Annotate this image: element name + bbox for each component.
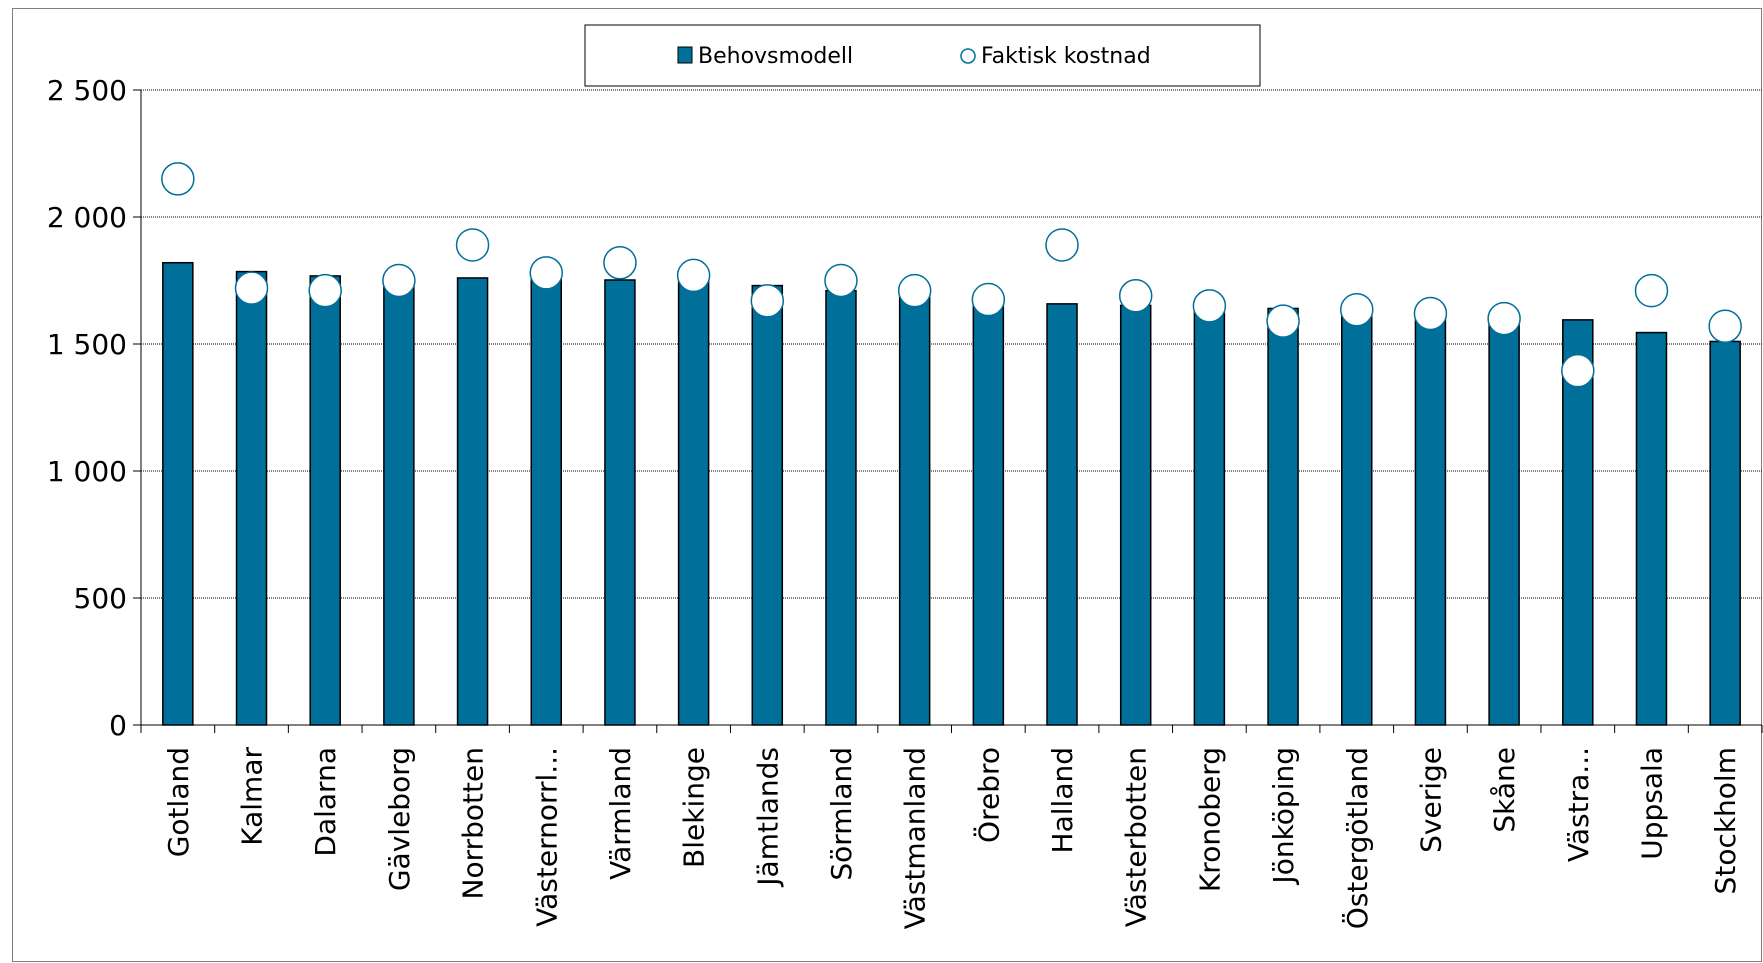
y-tick-label: 2 000 — [47, 201, 127, 234]
marker-faktisk-kostnad — [1118, 278, 1153, 313]
legend-bar-swatch — [677, 46, 693, 64]
marker-faktisk-kostnad — [161, 162, 195, 196]
x-category-label: Kalmar — [236, 747, 269, 846]
bar-behovsmodell — [1341, 311, 1373, 726]
marker-faktisk-kostnad — [1266, 304, 1300, 338]
bar-behovsmodell — [383, 276, 415, 726]
x-category-label: Örebro — [971, 747, 1005, 843]
x-category-label: Västmanland — [899, 747, 932, 929]
x-category-label: Dalarna — [309, 747, 342, 857]
legend-box — [584, 24, 1261, 87]
x-category-label: Västra... — [1562, 747, 1595, 862]
bar-behovsmodell — [972, 298, 1005, 726]
marker-faktisk-kostnad — [603, 245, 637, 280]
marker-faktisk-kostnad — [971, 282, 1006, 317]
bar-behovsmodell — [1193, 306, 1226, 726]
y-tick-label: 1 000 — [47, 455, 127, 488]
x-category-label: Värmland — [604, 747, 637, 880]
x-category-label: Kronoberg — [1193, 747, 1226, 892]
marker-faktisk-kostnad — [1634, 273, 1669, 308]
bar-behovsmodell — [530, 278, 562, 726]
marker-faktisk-kostnad — [676, 258, 711, 293]
marker-faktisk-kostnad — [529, 256, 563, 290]
bar-behovsmodell — [1267, 307, 1299, 726]
y-tick-label: 1 500 — [47, 328, 127, 361]
x-category-label: Jämtlands — [751, 747, 784, 888]
y-tick-label: 500 — [74, 582, 127, 615]
y-tick-label: 2 500 — [47, 74, 127, 107]
marker-faktisk-kostnad — [1413, 296, 1448, 331]
chart-frame — [12, 8, 1762, 962]
markers — [161, 162, 1742, 388]
x-category-label: Östergötland — [1340, 747, 1374, 929]
marker-faktisk-kostnad — [234, 271, 269, 305]
legend: Behovsmodell Faktisk kostnad — [584, 24, 1261, 87]
bar-behovsmodell — [1635, 331, 1668, 726]
legend-label-faktisk-kostnad: Faktisk kostnad — [981, 44, 1151, 69]
legend-marker-swatch — [960, 48, 976, 64]
bar-behovsmodell — [235, 270, 268, 726]
bar-behovsmodell — [677, 280, 710, 726]
bar-behovsmodell — [1119, 304, 1152, 726]
y-tick-label: 0 — [109, 709, 127, 742]
marker-faktisk-kostnad — [897, 273, 932, 308]
x-category-label: Stockholm — [1709, 747, 1742, 894]
marker-faktisk-kostnad — [1045, 228, 1079, 262]
x-category-label: Västerbotten — [1120, 747, 1153, 927]
marker-faktisk-kostnad — [308, 273, 342, 308]
marker-faktisk-kostnad — [382, 263, 416, 298]
bar-behovsmodell — [456, 277, 489, 726]
bar-behovsmodell — [162, 261, 194, 726]
bar-behovsmodell — [898, 294, 931, 726]
x-category-label: Skåne — [1488, 747, 1521, 833]
marker-faktisk-kostnad — [1487, 301, 1521, 336]
x-category-label: Sverige — [1414, 747, 1447, 853]
bar-behovsmodell — [1414, 314, 1447, 726]
x-category-label: Jönköping — [1267, 747, 1300, 886]
bar-behovsmodell — [1488, 316, 1520, 726]
marker-faktisk-kostnad — [1708, 309, 1742, 343]
x-category-label: Blekinge — [678, 747, 711, 868]
axes — [140, 90, 1763, 733]
bar-behovsmodell — [825, 289, 857, 726]
x-category-label: Halland — [1046, 747, 1079, 853]
marker-faktisk-kostnad — [750, 284, 785, 318]
legend-label-behovsmodell: Behovsmodell — [698, 44, 853, 69]
marker-faktisk-kostnad — [824, 263, 858, 298]
bar-behovsmodell — [1046, 303, 1078, 726]
bar-behovsmodell — [751, 284, 784, 726]
marker-faktisk-kostnad — [455, 228, 490, 262]
marker-faktisk-kostnad — [1561, 353, 1595, 388]
x-category-label: Norrbotten — [457, 747, 490, 899]
x-axis-labels: Gotland Kalmar Dalarna Gävleborg Norrbotten V… — [162, 747, 1742, 930]
bar-behovsmodell — [309, 275, 341, 726]
y-axis-ticks: 0 500 1 000 1 500 2 000 2 500 — [47, 74, 141, 742]
x-category-label: Gotland — [162, 747, 195, 857]
marker-faktisk-kostnad — [1340, 292, 1374, 327]
x-category-label: Gävleborg — [383, 747, 416, 891]
marker-faktisk-kostnad — [1192, 289, 1227, 323]
x-category-label: Uppsala — [1635, 747, 1668, 860]
bars — [162, 261, 1741, 726]
x-category-label: Västernorrl... — [530, 747, 563, 927]
x-category-label: Sörmland — [825, 747, 858, 881]
bar-behovsmodell — [1709, 340, 1741, 726]
bar-behovsmodell — [604, 279, 636, 726]
